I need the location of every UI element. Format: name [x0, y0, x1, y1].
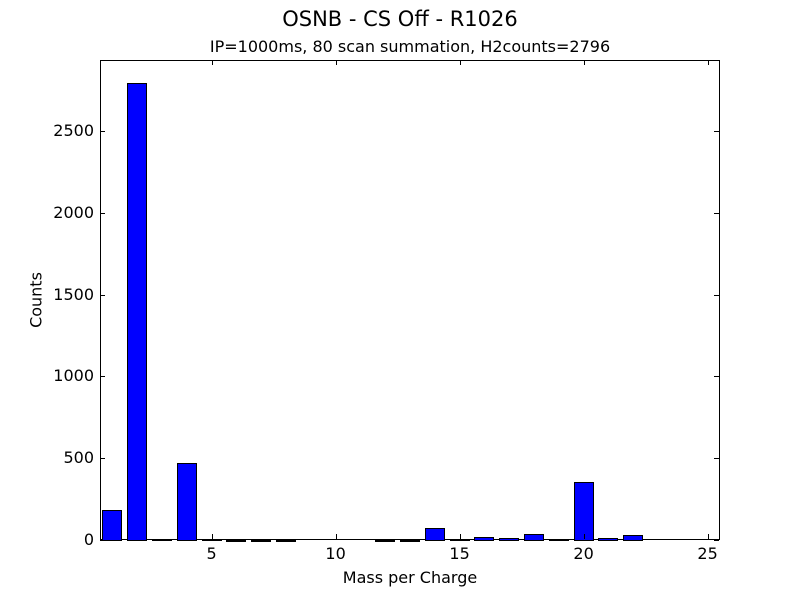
y-tick-label: 2000	[53, 202, 94, 222]
x-tick-mark	[583, 534, 585, 539]
x-tick-label: 20	[573, 544, 594, 563]
bar	[276, 539, 296, 542]
y-tick-mark	[714, 131, 719, 133]
bar	[499, 538, 520, 541]
bar	[623, 535, 644, 541]
bar	[524, 533, 544, 541]
y-tick-mark	[714, 458, 719, 460]
x-tick-mark	[707, 60, 709, 65]
y-tick-mark	[714, 540, 719, 541]
bar	[573, 481, 594, 541]
y-tick-mark	[100, 458, 105, 460]
bar	[102, 510, 123, 541]
y-tick-mark	[714, 376, 719, 378]
y-tick-mark	[100, 131, 105, 133]
plot-area	[100, 60, 720, 542]
bar	[400, 539, 420, 542]
x-tick-mark	[583, 60, 585, 65]
y-tick-label: 2500	[53, 121, 94, 141]
bar	[449, 539, 470, 542]
y-tick-label: 500	[63, 448, 94, 468]
y-tick-mark	[100, 540, 105, 541]
y-tick-mark	[100, 376, 105, 378]
y-axis-label: Counts	[26, 272, 46, 328]
y-tick-label: 1500	[53, 284, 94, 304]
x-tick-mark	[211, 60, 213, 65]
y-tick-mark	[100, 212, 105, 214]
x-tick-mark	[459, 60, 461, 65]
y-tick-label: 1000	[53, 366, 94, 386]
x-tick-mark	[459, 534, 461, 539]
x-tick-label: 15	[449, 544, 470, 563]
bar	[548, 539, 569, 542]
chart-title: OSNB - CS Off - R1026	[282, 7, 518, 31]
y-tick-mark	[100, 294, 105, 296]
bar	[226, 539, 247, 542]
bar	[424, 528, 445, 541]
bar	[474, 537, 495, 541]
bar	[251, 539, 272, 542]
bar	[152, 539, 172, 542]
bar	[375, 539, 396, 542]
y-tick-mark	[714, 212, 719, 214]
x-tick-mark	[707, 534, 709, 539]
x-tick-label: 5	[206, 544, 217, 563]
chart-subtitle: IP=1000ms, 80 scan summation, H2counts=2…	[209, 37, 611, 56]
x-axis-label: Mass per Charge	[342, 568, 478, 587]
x-tick-mark	[211, 534, 213, 539]
y-tick-mark	[714, 294, 719, 296]
bar	[127, 82, 148, 541]
bar	[201, 539, 222, 542]
y-tick-label: 0	[83, 530, 94, 549]
x-tick-label: 25	[697, 544, 718, 563]
bar	[176, 462, 197, 541]
x-tick-mark	[335, 60, 337, 65]
x-tick-label: 10	[325, 544, 346, 563]
bar	[598, 538, 619, 541]
x-tick-mark	[335, 534, 337, 539]
